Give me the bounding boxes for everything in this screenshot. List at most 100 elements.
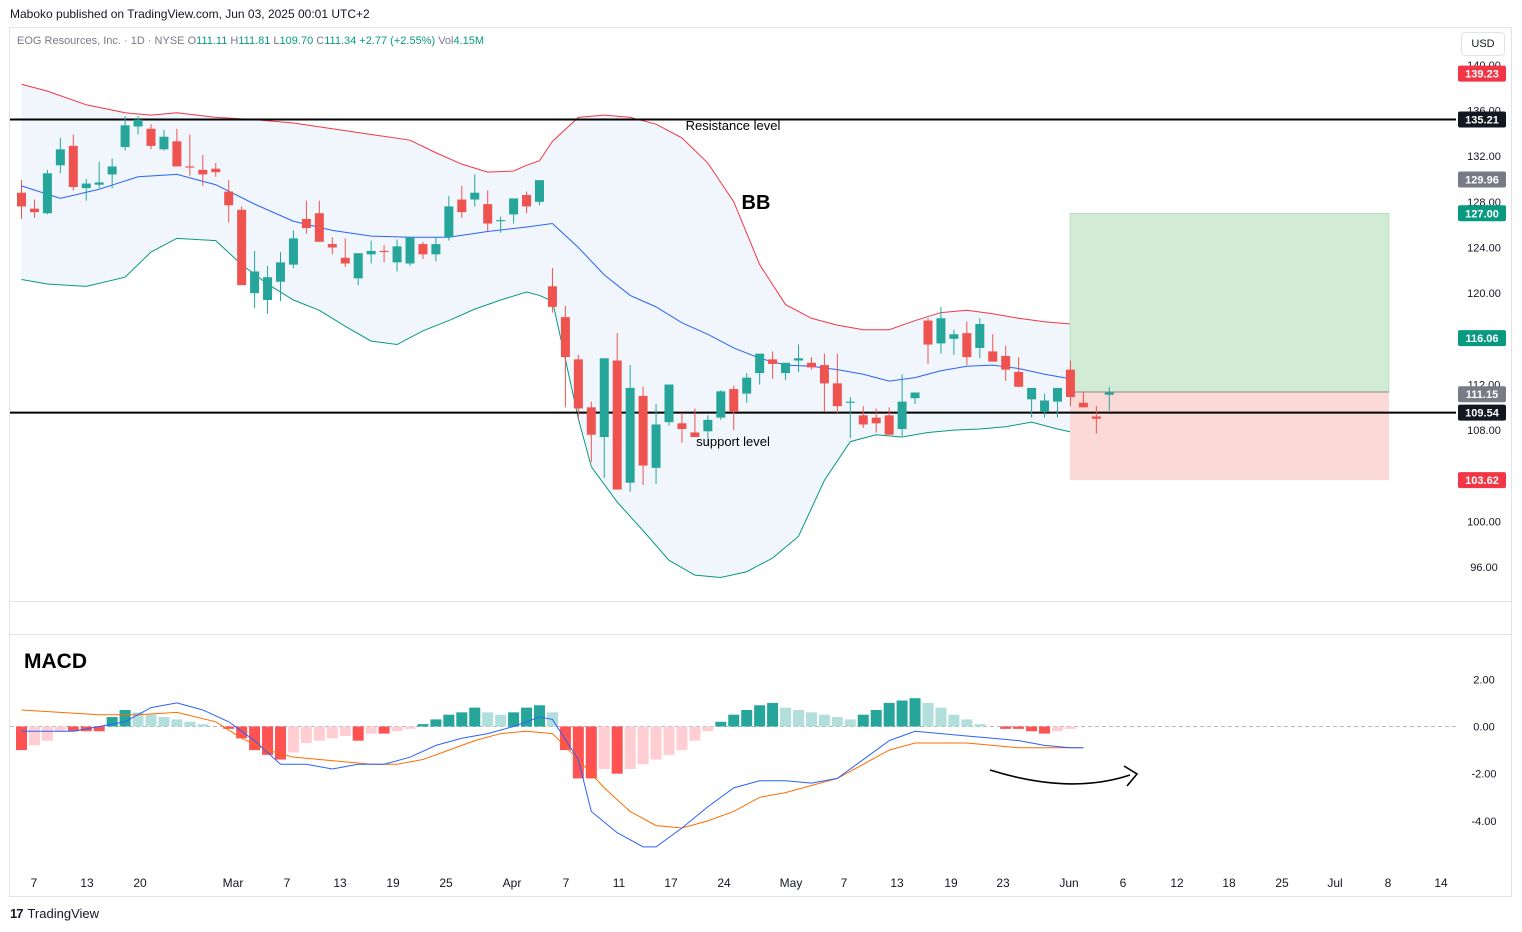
candle-body [301,218,311,229]
macd-hist-bar [689,726,701,741]
macd-hist-bar [534,705,545,727]
candle [250,250,260,309]
candle [962,321,972,366]
macd-hist-bar [430,719,442,727]
candle [573,354,583,419]
candle-body [29,208,39,213]
candle [146,124,156,150]
candle [1040,393,1050,418]
macd-hist-bar [482,712,494,727]
low-label: L [273,35,280,47]
macd-hist-bar [391,726,403,732]
price-tag-box [1458,171,1506,188]
candle-body [975,323,985,348]
currency-button[interactable]: USD [1461,32,1505,56]
candle-body [314,213,324,242]
macd-hist-bar [197,724,209,727]
price-axis-tick: 96.00 [1470,562,1498,574]
candle [353,253,363,286]
candle [1053,387,1062,418]
candle [107,158,117,189]
candle [586,401,596,463]
macd-hist-bar [16,726,27,751]
price-tag: 129.96 [1458,171,1506,188]
macd-axis-tick: 0.00 [1473,722,1494,734]
candle [845,397,855,439]
macd-axis-tick: -4.00 [1471,816,1496,828]
candle [806,357,816,370]
candle-body [418,244,428,255]
candle [1065,360,1075,407]
price-axis-tick: 108.00 [1467,425,1501,437]
candle-body [638,395,648,466]
candle-body [547,286,557,307]
candle [483,190,493,232]
price-tag-text: 109.54 [1465,408,1500,420]
candle [457,185,467,218]
candle [781,362,791,380]
candle [94,161,104,189]
macd-hist-bar [158,717,170,727]
macd-hist-bar [559,726,571,751]
price-tag-box [1458,330,1506,347]
candle-body [522,194,532,207]
candle [625,365,635,492]
price-tag-text: 129.96 [1465,174,1499,186]
macd-hist-bar [715,721,727,727]
x-axis-tick: May [780,876,803,890]
candle-body [703,419,713,432]
candle-body [677,423,687,430]
candle [949,329,959,355]
candle [755,353,765,385]
macd-title: MACD [24,650,87,673]
candle-body [742,377,752,394]
candle [1014,357,1024,387]
candle [522,191,532,214]
tradingview-logo-icon: 17 [10,906,24,921]
price-tag: 135.21 [1458,111,1506,128]
candle [288,230,298,269]
candle [276,252,285,302]
macd-hist-bar [1039,726,1051,734]
candle-body [405,237,415,264]
candle-body [755,353,765,374]
candle [923,318,933,364]
candle-body [17,192,26,207]
candle-body [560,317,570,358]
low-value: 109.70 [279,35,314,47]
macd-hist-bar [676,726,688,751]
candle-body [923,320,933,345]
price-tag: 109.54 [1458,404,1506,421]
candle [858,406,868,428]
candle-body [366,250,376,255]
price-tag: 116.06 [1458,330,1506,347]
candle [392,239,402,272]
macd-hist-bar [780,707,792,727]
candle [768,351,778,379]
candle [677,413,687,443]
symbol-name[interactable]: EOG Resources, Inc. · 1D · NYSE [17,35,185,47]
macd-hist-bar [909,698,921,727]
x-axis-tick: Jul [1327,876,1342,890]
macd-hist-bar [728,714,740,727]
price-axis-tick: 100.00 [1467,517,1501,529]
candle [29,199,39,218]
macd-hist-bar [404,726,416,729]
candle-body [483,204,493,224]
publisher-line: Maboko published on TradingView.com, Jun… [10,7,370,21]
candle [237,206,247,286]
candle-body [1091,416,1101,419]
macd-hist-bar [961,719,973,727]
macd-hist-bar [236,726,248,739]
candle [884,407,894,435]
candle-body [340,257,350,264]
x-axis-tick: 24 [717,876,731,890]
candle [444,196,454,241]
candle-body [832,383,842,407]
macd-hist-bar [948,714,960,727]
x-axis-tick: 6 [1120,876,1127,890]
candle [418,241,428,259]
bb-label: BB [742,192,771,214]
volume-label: Vol [438,35,454,47]
